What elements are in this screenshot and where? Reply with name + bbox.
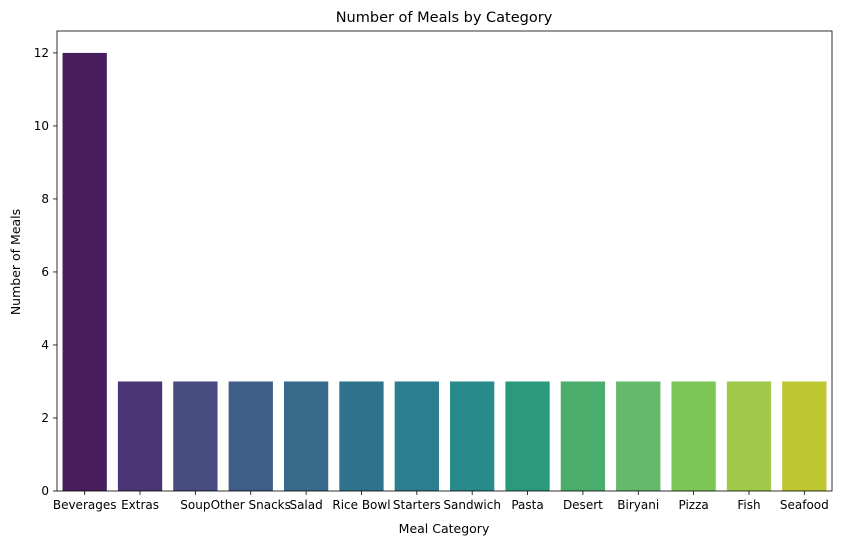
bar-salad	[283, 381, 329, 491]
x-tick-label: Extras	[121, 498, 159, 512]
y-tick-label: 10	[34, 119, 49, 133]
x-axis-label: Meal Category	[399, 521, 490, 536]
bar-pasta	[505, 381, 550, 491]
bar-rice-bowl	[339, 381, 384, 491]
plot-frame	[56, 30, 833, 492]
x-tick-label: Biryani	[617, 498, 659, 512]
y-tick-label: 6	[41, 265, 49, 279]
bar-biryani	[616, 381, 661, 491]
x-tick-label: Salad	[289, 498, 322, 512]
bar-sandwich	[450, 381, 495, 491]
y-axis-label: Number of Meals	[8, 209, 23, 315]
x-tick-label: Seafood	[780, 498, 829, 512]
bars-group	[62, 52, 827, 492]
bar-soup	[173, 381, 218, 491]
bar-beverages	[62, 52, 107, 492]
bar-pizza	[671, 381, 716, 491]
x-tick-label: Pizza	[678, 498, 708, 512]
x-tick-label: Other Snacks	[211, 498, 291, 512]
bar-extras	[117, 381, 163, 491]
y-tick-label: 2	[41, 411, 49, 425]
x-tick-label: Soup	[180, 498, 210, 512]
y-tick-label: 4	[41, 338, 49, 352]
bar-seafood	[782, 381, 827, 491]
x-tick-label: Desert	[563, 498, 603, 512]
chart-title: Number of Meals by Category	[336, 10, 553, 26]
x-tick-label: Pasta	[511, 498, 543, 512]
x-tick-label: Fish	[737, 498, 760, 512]
y-tick-label: 0	[41, 484, 49, 498]
bar-fish	[726, 381, 772, 491]
y-axis: 0 2 4 6 8 10 12	[34, 46, 57, 498]
x-tick-label: Beverages	[53, 498, 117, 512]
bar-desert	[560, 381, 606, 491]
x-tick-label: Sandwich	[443, 498, 501, 512]
x-tick-label: Rice Bowl	[332, 498, 390, 512]
y-tick-label: 8	[41, 192, 49, 206]
y-tick-label: 12	[34, 46, 49, 60]
bar-starters	[394, 381, 439, 491]
x-tick-label: Starters	[393, 498, 441, 512]
bar-other-snacks	[228, 381, 273, 491]
